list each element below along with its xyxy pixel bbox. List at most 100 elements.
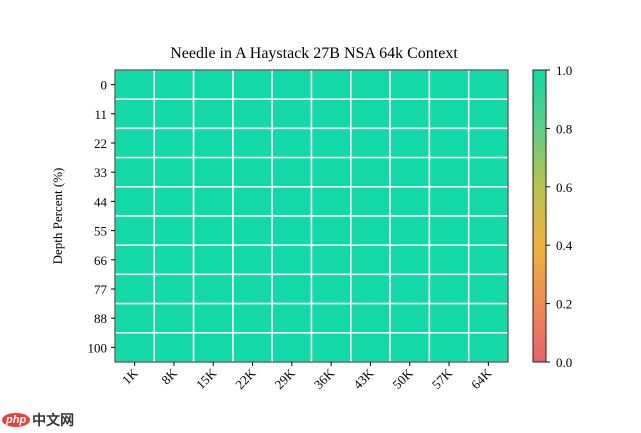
heatmap-cell <box>232 127 273 159</box>
heatmap-cell <box>192 302 234 334</box>
heatmap-cell <box>271 273 313 305</box>
heatmap-cell <box>192 98 234 130</box>
heatmap-cell <box>271 127 313 159</box>
y-tick-label: 11 <box>94 107 107 122</box>
x-tick-label: 22K <box>232 365 259 392</box>
heatmap-cell <box>389 302 431 334</box>
heatmap-cell <box>153 156 195 188</box>
heatmap-cell <box>232 273 273 305</box>
heatmap-cell <box>232 69 273 100</box>
heatmap-cell <box>232 244 273 276</box>
heatmap-cell <box>271 332 313 363</box>
heatmap-cell <box>310 332 352 363</box>
colorbar-tick-label: 0.8 <box>556 121 572 136</box>
heatmap-cell <box>153 332 195 363</box>
heatmap-cell <box>232 156 273 188</box>
colorbar-tick-label: 0.2 <box>556 297 572 312</box>
x-tick-label: 57K <box>429 365 456 392</box>
colorbar-tick-label: 0.4 <box>556 238 573 253</box>
heatmap-cell <box>271 215 313 246</box>
x-tick-label: 29K <box>272 365 299 392</box>
heatmap-cell <box>153 186 195 217</box>
heatmap-cell <box>153 215 195 246</box>
heatmap-cell <box>467 273 509 305</box>
heatmap-cell <box>192 332 234 363</box>
watermark-text: 中文网 <box>32 413 75 429</box>
y-tick-label: 66 <box>94 253 108 268</box>
heatmap-cell <box>310 302 352 334</box>
colorbar-tick-label: 0.6 <box>556 180 573 195</box>
heatmap-cell <box>467 127 509 159</box>
heatmap-cell <box>310 98 352 130</box>
heatmap-cell <box>428 69 470 100</box>
heatmap-cell <box>389 98 431 130</box>
heatmap-cell <box>310 156 352 188</box>
y-tick-label: 100 <box>88 340 108 355</box>
heatmap-cell <box>310 273 352 305</box>
y-tick-label: 77 <box>94 282 108 297</box>
heatmap-cell <box>389 69 431 100</box>
heatmap-cell <box>192 273 234 305</box>
heatmap-cell <box>114 98 156 130</box>
heatmap-cell <box>114 186 156 217</box>
x-tick-label: 50K <box>389 365 416 392</box>
heatmap-cell <box>232 98 273 130</box>
plot-frame <box>114 69 509 363</box>
y-axis-label: Depth Percent (%) <box>50 168 65 265</box>
heatmap-cell <box>389 127 431 159</box>
y-tick-label: 33 <box>94 165 107 180</box>
heatmap-cell <box>192 127 234 159</box>
heatmap-cell <box>192 244 234 276</box>
heatmap-cell <box>389 156 431 188</box>
heatmap-cell <box>192 156 234 188</box>
x-tick-label: 64K <box>468 365 495 392</box>
heatmap-cell <box>428 332 470 363</box>
heatmap-cell <box>350 186 391 217</box>
watermark-logo: php 中文网 <box>2 410 74 430</box>
heatmap-cell <box>428 156 470 188</box>
heatmap-cell <box>153 302 195 334</box>
heatmap-cell <box>350 332 391 363</box>
heatmap-cell <box>114 69 156 100</box>
heatmap-cell <box>153 127 195 159</box>
heatmap-cell <box>114 332 156 363</box>
heatmap-cell <box>389 215 431 246</box>
heatmap-cell <box>153 98 195 130</box>
heatmap-cell <box>389 332 431 363</box>
heatmap-cell <box>192 215 234 246</box>
heatmap-cell <box>114 215 156 246</box>
heatmap-cell <box>467 215 509 246</box>
heatmap-cell <box>350 156 391 188</box>
heatmap-cell <box>232 215 273 246</box>
heatmap-cell <box>114 273 156 305</box>
heatmap-cell <box>350 273 391 305</box>
heatmap-cell <box>192 186 234 217</box>
heatmap-cell <box>232 186 273 217</box>
heatmap-cell <box>271 69 313 100</box>
x-tick-label: 43K <box>350 365 377 392</box>
heatmap-cell <box>350 302 391 334</box>
y-tick-label: 88 <box>94 311 107 326</box>
heatmap-cell <box>467 98 509 130</box>
heatmap-cell <box>350 69 391 100</box>
heatmap-cell <box>467 156 509 188</box>
heatmap-cell <box>271 156 313 188</box>
heatmap-cell <box>350 127 391 159</box>
x-tick-label: 36K <box>311 365 338 392</box>
y-tick-label: 44 <box>94 194 108 209</box>
watermark-php: php <box>2 413 31 427</box>
heatmap-cell <box>467 332 509 363</box>
heatmap-cell <box>467 186 509 217</box>
heatmap-cell <box>428 98 470 130</box>
heatmap-cell <box>310 215 352 246</box>
x-tick-label: 8K <box>158 365 180 387</box>
heatmap-cell <box>467 244 509 276</box>
colorbar-tick-label: 1.0 <box>556 63 572 78</box>
heatmap-cell <box>310 127 352 159</box>
heatmap-cell <box>467 69 509 100</box>
heatmap-cell <box>271 186 313 217</box>
heatmap-cell <box>389 273 431 305</box>
x-tick-label: 1K <box>119 365 141 387</box>
heatmap-cell <box>389 244 431 276</box>
heatmap-cell <box>271 302 313 334</box>
